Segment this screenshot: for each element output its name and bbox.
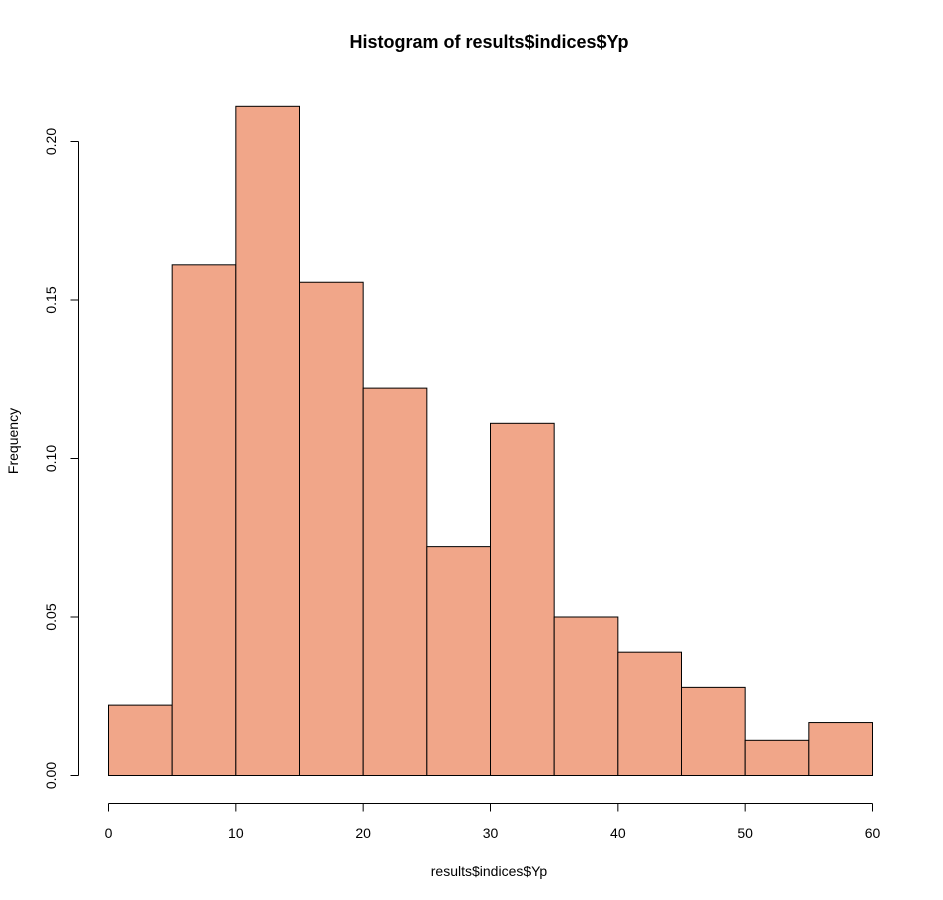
y-tick-label: 0.00 (43, 762, 59, 789)
chart-title: Histogram of results$indices$Yp (349, 32, 628, 52)
y-tick-label: 0.10 (43, 445, 59, 472)
histogram-bar (362, 387, 428, 776)
histogram-bar (108, 704, 173, 776)
y-tick-label: 0.15 (43, 286, 59, 313)
histogram-bar (617, 651, 682, 777)
x-tick-label: 50 (737, 825, 753, 841)
histogram-bar (299, 281, 364, 776)
histogram-bar (681, 686, 746, 777)
x-tick-label: 30 (483, 825, 499, 841)
y-axis: 0.00 0.05 0.10 0.15 0.20 (43, 128, 79, 789)
x-tick-label: 0 (105, 825, 113, 841)
histogram-bar (744, 739, 810, 776)
x-tick-label: 20 (355, 825, 371, 841)
x-tick-label: 60 (865, 825, 881, 841)
x-tick-label: 40 (610, 825, 626, 841)
histogram-bar (553, 616, 619, 776)
histogram-bar (171, 264, 237, 776)
histogram-bar (808, 722, 873, 776)
y-axis-label: Frequency (5, 408, 21, 474)
y-tick-label: 0.20 (43, 128, 59, 155)
x-axis-label: results$indices$Yp (431, 863, 548, 879)
histogram-bar (490, 422, 555, 776)
y-tick-label: 0.05 (43, 603, 59, 630)
bars-group (108, 105, 873, 777)
histogram-bar (235, 105, 300, 777)
x-tick-label: 10 (228, 825, 244, 841)
histogram-bar (426, 546, 492, 776)
x-axis: 0 10 20 30 40 50 60 (105, 803, 881, 841)
